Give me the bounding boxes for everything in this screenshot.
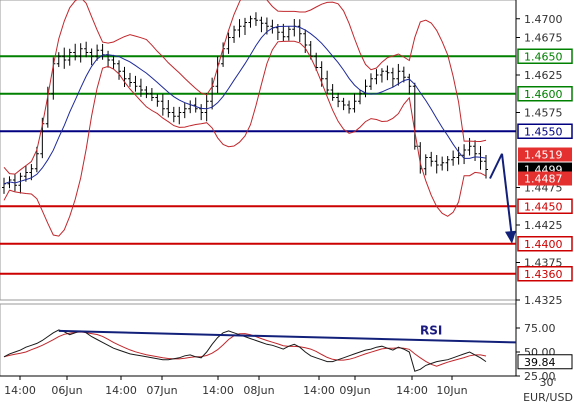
price-tick-label: 1.4700 [524, 13, 563, 26]
rsi-trendline [58, 329, 517, 344]
level-tag-box [517, 266, 573, 282]
level-tag-label: 1.4400 [524, 238, 563, 251]
rsi-tick-label: 25.00 [524, 370, 556, 383]
projection-arrow-head [505, 230, 516, 244]
price-tick-label: 1.4425 [524, 219, 563, 232]
level-tag-box [517, 86, 573, 102]
price-tag-box [518, 147, 572, 162]
projection-arrow-start [489, 153, 503, 179]
symbol-label: EUR/USD [523, 391, 573, 404]
price-tag-label: 1.4487 [524, 173, 563, 186]
main-panel [0, 0, 517, 301]
level-tag-box [517, 123, 573, 139]
rsi-value-box [517, 354, 573, 370]
x-tick-label: 10Jun [436, 384, 467, 397]
rsi-label: RSI [420, 323, 442, 337]
x-tick-label: 09Jun [339, 384, 370, 397]
price-tick-label: 1.4325 [524, 294, 563, 307]
price-tick-label: 1.4675 [524, 32, 563, 45]
x-tick-label: 14:00 [396, 384, 428, 397]
price-tick-label: 1.4575 [524, 107, 563, 120]
timeframe-label: 30' [539, 376, 556, 389]
x-tick-label: 14:00 [4, 384, 36, 397]
x-tick-label: 07Jun [146, 384, 177, 397]
level-tag-label: 1.4360 [524, 268, 563, 281]
price-tag-label: 1.4519 [524, 149, 563, 162]
bollinger-lower [3, 40, 487, 237]
bollinger-upper [3, 0, 487, 175]
level-tag-label: 1.4600 [524, 88, 563, 101]
level-tag-label: 1.4650 [524, 50, 563, 63]
x-tick-label: 14:00 [105, 384, 137, 397]
projection-arrow-line [501, 153, 513, 238]
x-tick-label: 06Jun [51, 384, 82, 397]
level-tag-label: 1.4550 [524, 125, 563, 138]
level-tag-label: 1.4450 [524, 200, 563, 213]
level-tag-box [517, 198, 573, 214]
price-tick-label: 1.4625 [524, 69, 563, 82]
rsi-value-label: 39.84 [524, 356, 556, 369]
x-tick-label: 08Jun [243, 384, 274, 397]
level-tag-box [517, 48, 573, 64]
candles [2, 12, 488, 194]
x-tick-label: 14:00 [303, 384, 335, 397]
price-tag-box [518, 171, 572, 186]
rsi-tick-label: 75.00 [524, 322, 556, 335]
level-tag-box [517, 236, 573, 252]
x-tick-label: 14:00 [202, 384, 234, 397]
moving-average-line [3, 25, 487, 185]
